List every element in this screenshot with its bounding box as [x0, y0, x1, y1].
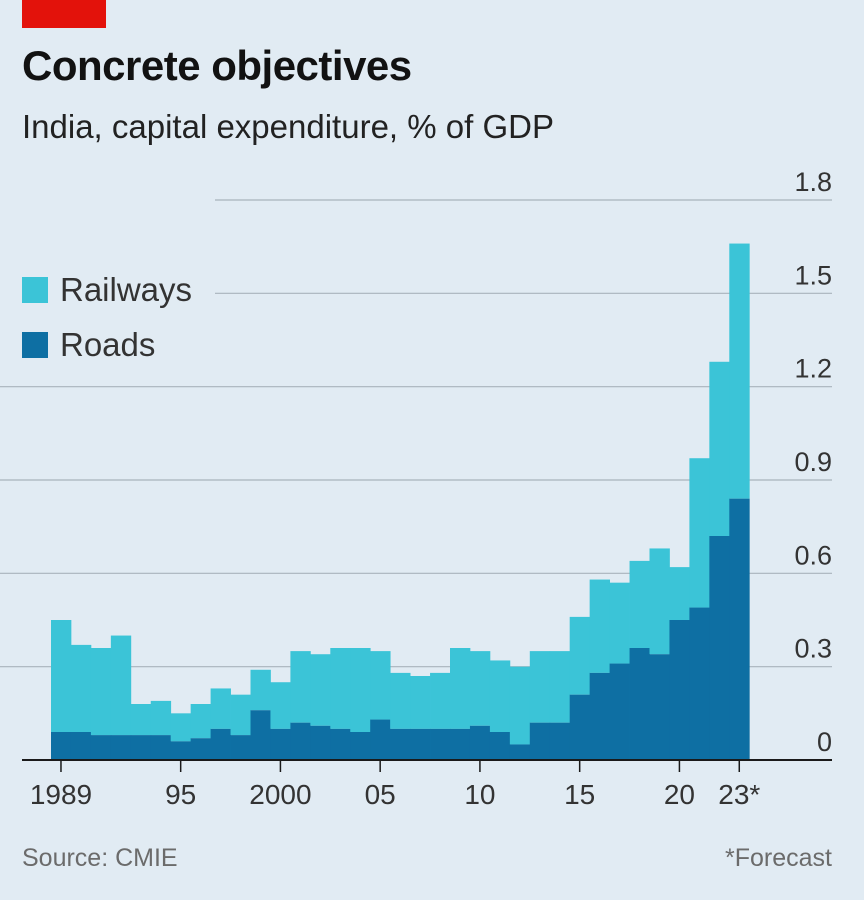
bar-roads	[629, 648, 650, 760]
bar-railways	[350, 648, 371, 732]
legend-label-railways: Railways	[60, 270, 193, 308]
roads-swatch	[22, 331, 48, 358]
chart-plot: 0 0.3 0.6 0.9 1.2 1.5 1.8 1989 95 2000 05 10 15 20 23*	[0, 170, 832, 810]
bar-railways	[270, 682, 291, 729]
x-tick-label: 05	[365, 779, 396, 810]
bar-roads	[310, 725, 331, 760]
chart-legend: Railways Roads	[22, 262, 192, 372]
bar-railways	[150, 700, 172, 736]
bar-railways	[370, 651, 391, 720]
y-tick-label: 1.2	[794, 354, 832, 384]
bar-railways	[110, 635, 132, 736]
bar-railways	[709, 361, 730, 536]
bar-railways	[489, 660, 511, 732]
bar-roads	[569, 694, 591, 760]
bar-roads	[450, 728, 471, 760]
chart-title: Concrete objectives	[22, 42, 412, 89]
bar-railways	[390, 672, 411, 729]
chart-subtitle: India, capital expenditure, % of GDP	[22, 108, 554, 145]
bar-roads	[549, 722, 571, 760]
bar-railways	[469, 651, 491, 726]
x-tick-label: 1989	[30, 779, 92, 810]
bar-railways	[729, 243, 750, 499]
legend-item-roads: Roads	[22, 317, 192, 372]
bar-roads	[609, 663, 630, 760]
bar-roads	[270, 728, 291, 760]
bar-railways	[529, 651, 551, 723]
bar-roads	[689, 607, 710, 760]
bar-railways	[170, 713, 192, 742]
bar-railways	[689, 458, 710, 608]
brand-tag	[22, 0, 106, 28]
bar-roads	[489, 732, 511, 760]
bar-railways	[250, 669, 271, 711]
bar-roads	[410, 728, 431, 760]
bar-roads	[430, 728, 451, 760]
legend-label-roads: Roads	[60, 325, 156, 363]
y-tick-label: 0.6	[794, 540, 832, 570]
bar-railways	[330, 648, 351, 729]
x-tick-label: 23*	[718, 779, 760, 810]
bar-railways	[290, 651, 311, 723]
y-tick-label: 1.8	[794, 170, 832, 197]
bar-railways	[589, 579, 610, 673]
bar-railways	[609, 582, 630, 664]
bar-roads	[130, 735, 152, 760]
bar-roads	[90, 735, 112, 760]
bar-railways	[310, 654, 331, 726]
y-tick-label: 0.3	[794, 634, 832, 664]
bar-roads	[529, 722, 551, 760]
y-tick-label: 0	[817, 727, 832, 757]
bar-railways	[569, 616, 591, 695]
bar-railways	[70, 644, 92, 732]
bar-railways	[410, 676, 431, 729]
bar-railways	[629, 560, 650, 648]
bar-roads	[70, 732, 92, 760]
bar-railways	[450, 648, 471, 729]
x-tick-label: 2000	[249, 779, 311, 810]
x-tick-label: 95	[165, 779, 196, 810]
bar-roads	[589, 672, 610, 760]
source-note: Source: CMIE	[22, 844, 178, 872]
x-tick-label: 20	[664, 779, 695, 810]
bar-railways	[549, 651, 571, 723]
bar-roads	[170, 741, 192, 760]
bar-railways	[509, 666, 531, 745]
bar-roads	[370, 719, 391, 760]
bar-roads	[110, 735, 132, 760]
bar-roads	[250, 710, 271, 760]
bar-roads	[729, 498, 750, 760]
bar-roads	[350, 732, 371, 760]
bar-roads	[669, 620, 690, 760]
bar-railways	[669, 567, 690, 620]
bar-railways	[230, 694, 251, 736]
bar-railways	[90, 648, 112, 736]
bar-roads	[330, 728, 351, 760]
bar-roads	[509, 744, 531, 760]
bar-railways	[430, 672, 451, 729]
bar-roads	[649, 654, 670, 760]
bar-railways	[51, 620, 72, 732]
bar-railways	[190, 704, 211, 739]
bar-roads	[290, 722, 311, 760]
bar-roads	[230, 735, 251, 760]
bar-roads	[390, 728, 411, 760]
y-tick-label: 1.5	[794, 260, 832, 290]
bar-roads	[709, 536, 730, 760]
legend-item-railways: Railways	[22, 262, 192, 317]
bar-roads	[150, 735, 172, 760]
y-tick-label: 0.9	[794, 447, 832, 477]
railways-swatch	[22, 276, 48, 303]
bar-roads	[51, 732, 72, 760]
bar-railways	[130, 704, 152, 736]
bar-railways	[649, 548, 670, 655]
bar-railways	[210, 688, 231, 729]
x-tick-label: 10	[464, 779, 495, 810]
x-tick-label: 15	[564, 779, 595, 810]
bar-roads	[210, 728, 231, 760]
forecast-note: *Forecast	[725, 844, 832, 872]
bar-roads	[190, 738, 211, 760]
bar-roads	[469, 725, 491, 760]
